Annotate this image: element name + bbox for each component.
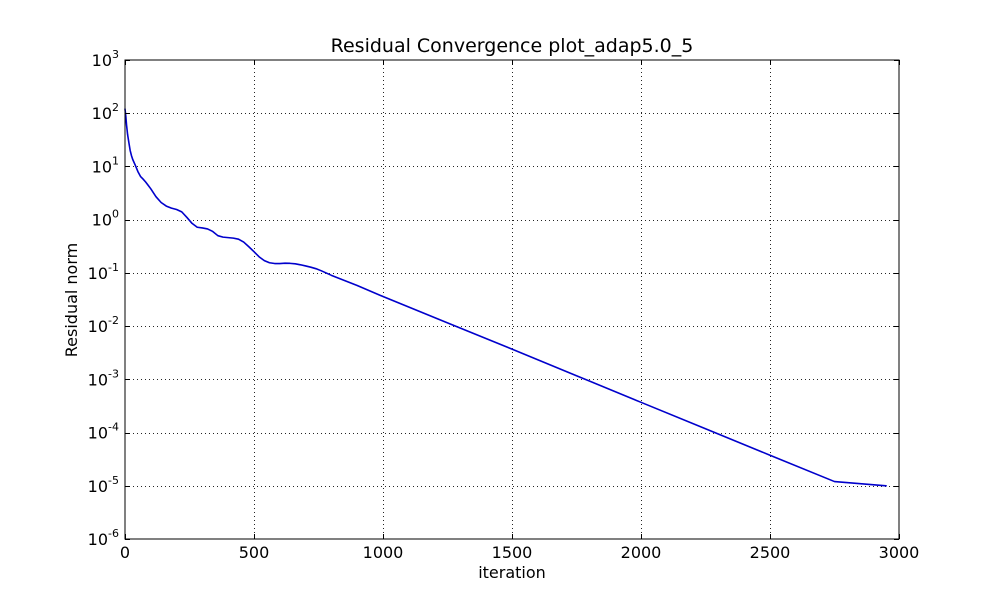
- y-tick-label: 10-5: [88, 474, 119, 496]
- y-tick-label-exponent: -4: [108, 421, 119, 434]
- grid-lines: [125, 60, 899, 539]
- x-tick-label: 1500: [492, 543, 533, 562]
- y-tick-label-base: 10: [88, 530, 108, 549]
- y-tick-label-base: 10: [92, 157, 112, 176]
- tick-marks: [125, 60, 900, 540]
- x-tick-label: 500: [239, 543, 270, 562]
- x-tick-label: 1000: [363, 543, 404, 562]
- residual-series-line: [124, 108, 887, 487]
- y-tick-label-base: 10: [88, 317, 108, 336]
- y-tick-label-exponent: 0: [112, 208, 119, 221]
- y-tick-label-exponent: -3: [108, 367, 119, 380]
- y-tick-label: 103: [92, 48, 119, 70]
- y-tick-label-exponent: -2: [108, 314, 119, 327]
- y-tick-label: 10-2: [88, 314, 119, 336]
- y-tick-label-exponent: -1: [108, 261, 119, 274]
- plot-area-background: [125, 60, 899, 539]
- y-tick-label-base: 10: [92, 211, 112, 230]
- y-tick-label-base: 10: [92, 104, 112, 123]
- x-axis-label: iteration: [478, 563, 546, 582]
- y-tick-label-exponent: 2: [112, 101, 119, 114]
- chart-title: Residual Convergence plot_adap5.0_5: [331, 35, 694, 57]
- y-tick-label-base: 10: [88, 477, 108, 496]
- y-tick-label-exponent: -5: [108, 474, 119, 487]
- y-tick-label: 101: [92, 154, 119, 176]
- y-tick-label-exponent: 3: [112, 48, 119, 61]
- x-tick-label: 2000: [621, 543, 662, 562]
- y-tick-label: 10-1: [88, 261, 119, 283]
- x-tick-label: 3000: [879, 543, 920, 562]
- y-tick-label: 10-4: [88, 421, 119, 443]
- x-tick-label: 0: [120, 543, 130, 562]
- y-axis-label: Residual norm: [62, 243, 81, 357]
- series-layer: [124, 108, 887, 487]
- y-tick-label-base: 10: [88, 424, 108, 443]
- y-tick-label-base: 10: [88, 370, 108, 389]
- y-tick-label-base: 10: [88, 264, 108, 283]
- x-tick-label: 2500: [750, 543, 791, 562]
- y-tick-label-exponent: 1: [112, 154, 119, 167]
- y-tick-label: 102: [92, 101, 119, 123]
- y-tick-label: 10-3: [88, 367, 119, 389]
- x-tick-labels: 0 500 1000 1500 2000 2500 3000: [120, 543, 919, 562]
- y-tick-label-exponent: -6: [108, 527, 119, 540]
- y-tick-label-base: 10: [92, 51, 112, 70]
- y-tick-label: 10-6: [88, 527, 119, 549]
- y-tick-label: 100: [92, 208, 119, 230]
